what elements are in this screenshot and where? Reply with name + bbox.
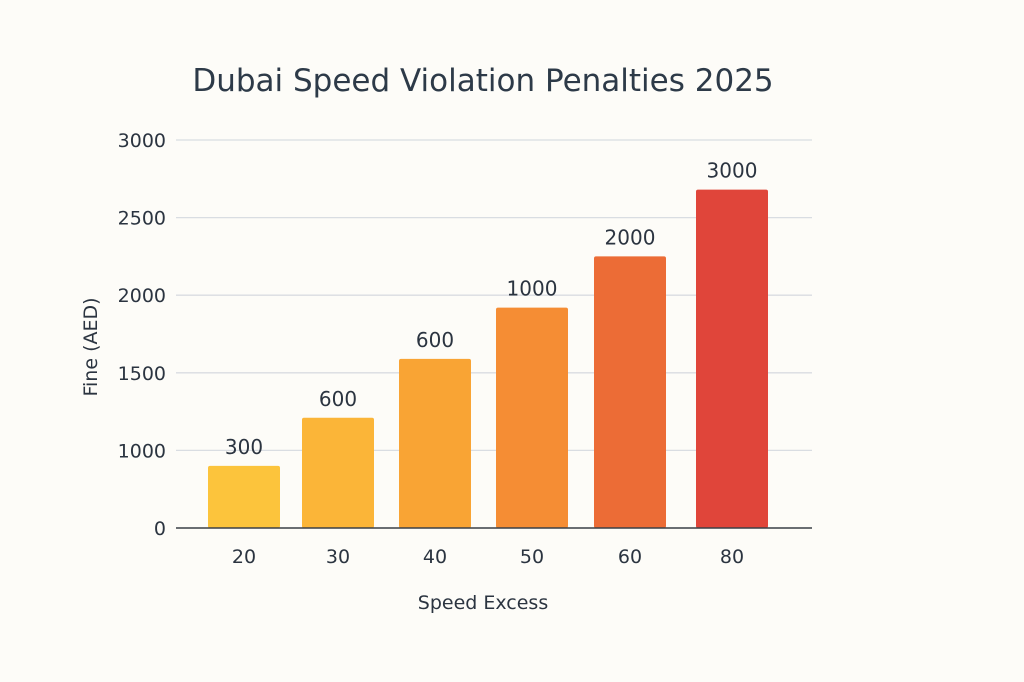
y-axis-label: Fine (AED) [80,297,102,396]
x-tick-labels: 20 30 40 50 60 80 [232,546,744,568]
bars [208,189,768,528]
x-tick-label: 30 [326,546,350,568]
y-tick-label: 2500 [118,208,166,230]
bar-80 [696,189,768,528]
data-label-80: 3000 [707,159,758,183]
y-tick-label: 1000 [118,440,166,462]
bar-40 [399,358,471,528]
data-label-50: 1000 [507,277,558,301]
y-tick-label: 3000 [118,130,166,152]
y-tick-label: 1500 [118,363,166,385]
x-axis-label: Speed Excess [418,592,548,614]
data-label-30: 600 [319,387,357,411]
bar-20 [208,465,280,528]
bar-60 [594,256,666,528]
bar-50 [496,307,568,528]
data-label-60: 2000 [605,225,656,249]
y-tick-labels: 0 1000 1500 2000 2500 3000 [118,130,166,540]
data-label-20: 300 [225,435,263,459]
bar-30 [302,417,374,528]
data-labels: 300 600 600 1000 2000 3000 [225,159,758,459]
chart-title: Dubai Speed Violation Penalties 2025 [192,63,773,99]
x-tick-label: 20 [232,546,256,568]
x-tick-label: 80 [720,546,744,568]
y-tick-label: 0 [154,518,166,540]
x-tick-label: 40 [423,546,447,568]
y-tick-label: 2000 [118,285,166,307]
x-tick-label: 60 [618,546,642,568]
data-label-40: 600 [416,328,454,352]
x-tick-label: 50 [520,546,544,568]
